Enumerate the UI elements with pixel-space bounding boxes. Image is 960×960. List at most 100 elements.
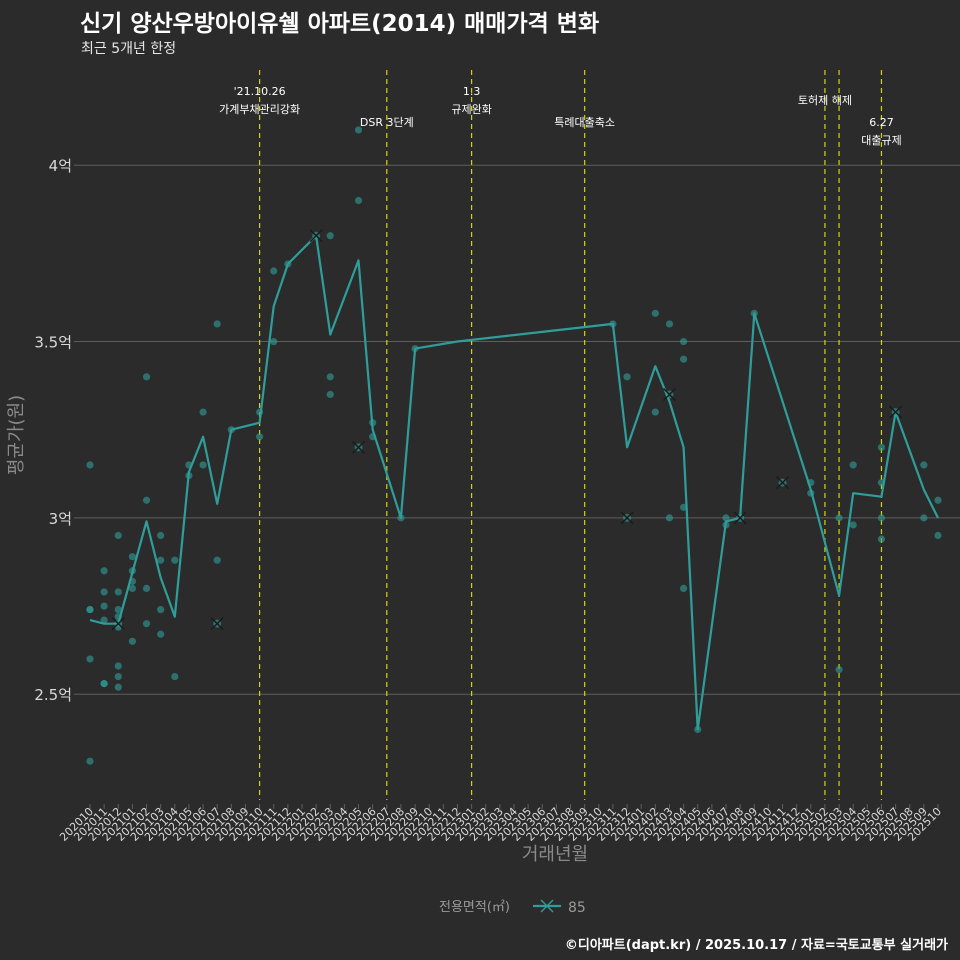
data-point bbox=[665, 514, 674, 522]
data-point bbox=[213, 320, 221, 328]
data-point bbox=[680, 355, 688, 363]
policy-annotation: 토허제 해제 bbox=[798, 93, 852, 107]
series-line bbox=[89, 234, 939, 731]
data-point bbox=[114, 683, 122, 691]
x-marker-stroke bbox=[111, 617, 125, 631]
x-marker bbox=[309, 229, 323, 243]
data-point bbox=[114, 588, 122, 596]
policy-annotation: 1.3 규제완화 bbox=[451, 85, 491, 116]
policy-annotation-line: 특례대출축소 bbox=[554, 116, 615, 129]
x-marker bbox=[352, 440, 366, 454]
data-point bbox=[199, 408, 207, 416]
data-point bbox=[213, 556, 221, 564]
data-point bbox=[849, 521, 857, 529]
data-point bbox=[199, 461, 207, 469]
data-point bbox=[86, 757, 94, 765]
data-point bbox=[326, 373, 334, 381]
data-point bbox=[270, 267, 278, 275]
policy-annotation: '21.10.26 가계부채관리강화 bbox=[219, 85, 300, 116]
data-point bbox=[270, 337, 278, 346]
data-point bbox=[680, 584, 688, 593]
policy-annotation-line: '21.10.26 bbox=[234, 85, 286, 98]
policy-annotation-line: 규제완화 bbox=[451, 103, 491, 116]
data-point bbox=[877, 514, 886, 522]
data-point bbox=[877, 535, 886, 543]
policy-annotation: 특례대출축소 bbox=[554, 116, 615, 129]
policy-annotation-line: DSR 3단계 bbox=[360, 116, 414, 129]
data-point bbox=[100, 616, 108, 624]
data-point bbox=[100, 567, 108, 575]
y-tick-label: 3억 bbox=[49, 510, 72, 528]
data-point bbox=[651, 309, 659, 317]
legend-label: 85 bbox=[568, 900, 586, 916]
data-point bbox=[142, 584, 151, 593]
x-marker-stroke bbox=[620, 511, 634, 525]
data-point bbox=[920, 514, 928, 522]
data-point bbox=[354, 196, 363, 205]
x-marker-stroke bbox=[352, 440, 366, 454]
data-point bbox=[680, 503, 688, 511]
x-marker-stroke bbox=[889, 405, 903, 419]
data-point bbox=[114, 605, 122, 614]
chart-title: 신기 양산우방아이유쉘 아파트(2014) 매매가격 변화 bbox=[80, 11, 600, 37]
data-point bbox=[157, 556, 165, 564]
data-point bbox=[157, 531, 165, 540]
y-tick-label: 3.5억 bbox=[34, 334, 72, 352]
data-point bbox=[665, 320, 674, 328]
data-point bbox=[86, 605, 94, 614]
y-axis-title: 평균가(원) bbox=[6, 395, 27, 475]
data-point bbox=[171, 556, 179, 564]
data-point bbox=[157, 605, 165, 614]
x-marker bbox=[662, 387, 676, 401]
data-point bbox=[934, 531, 942, 540]
x-marker-stroke bbox=[309, 229, 323, 243]
legend-x bbox=[540, 899, 554, 913]
data-point bbox=[722, 514, 730, 522]
x-marker-stroke bbox=[662, 387, 676, 401]
x-marker-stroke bbox=[776, 476, 790, 490]
x-marker bbox=[620, 511, 634, 525]
chart-subtitle: 최근 5개년 한정 bbox=[81, 41, 177, 57]
data-point bbox=[256, 433, 264, 441]
data-point bbox=[128, 584, 136, 593]
data-point bbox=[142, 620, 151, 628]
data-point bbox=[142, 373, 151, 381]
data-point bbox=[100, 588, 108, 596]
y-tick-label: 4억 bbox=[49, 157, 72, 175]
policy-annotation: 6.27 대출규제 bbox=[861, 116, 901, 147]
data-point bbox=[171, 672, 179, 681]
data-point bbox=[354, 126, 363, 134]
data-point bbox=[128, 553, 136, 561]
data-point bbox=[114, 662, 122, 670]
x-marker bbox=[889, 405, 903, 419]
x-marker-stroke bbox=[210, 617, 224, 631]
data-point bbox=[680, 337, 688, 346]
legend: 전용면적(㎡) 85 bbox=[439, 899, 586, 916]
data-point bbox=[326, 232, 334, 240]
x-marker bbox=[776, 476, 790, 490]
data-point bbox=[86, 655, 94, 663]
policy-annotation-line: 6.27 bbox=[869, 116, 894, 129]
policy-annotation-line: 1.3 bbox=[463, 85, 481, 98]
data-point bbox=[920, 461, 928, 469]
data-point bbox=[142, 496, 151, 504]
policy-annotation-line: 토허제 해제 bbox=[798, 93, 852, 107]
x-marker bbox=[111, 617, 125, 631]
y-tick-label: 2.5억 bbox=[34, 686, 72, 704]
data-point bbox=[157, 630, 165, 638]
data-point bbox=[100, 680, 108, 688]
policy-annotation-line: 대출규제 bbox=[861, 134, 901, 147]
data-point bbox=[835, 514, 843, 522]
source-caption: ©디아파트(dapt.kr) / 2025.10.17 / 자료=국토교통부 실… bbox=[564, 938, 948, 953]
policy-annotation-line: 가계부채관리강화 bbox=[219, 103, 300, 116]
x-marker-stroke bbox=[733, 511, 747, 525]
data-point bbox=[114, 672, 122, 681]
data-point bbox=[835, 665, 843, 674]
data-point bbox=[128, 637, 136, 645]
data-point bbox=[651, 408, 659, 416]
policy-annotation: DSR 3단계 bbox=[360, 116, 414, 129]
x-marker bbox=[733, 511, 747, 525]
x-marker bbox=[210, 617, 224, 631]
data-point bbox=[86, 461, 94, 469]
